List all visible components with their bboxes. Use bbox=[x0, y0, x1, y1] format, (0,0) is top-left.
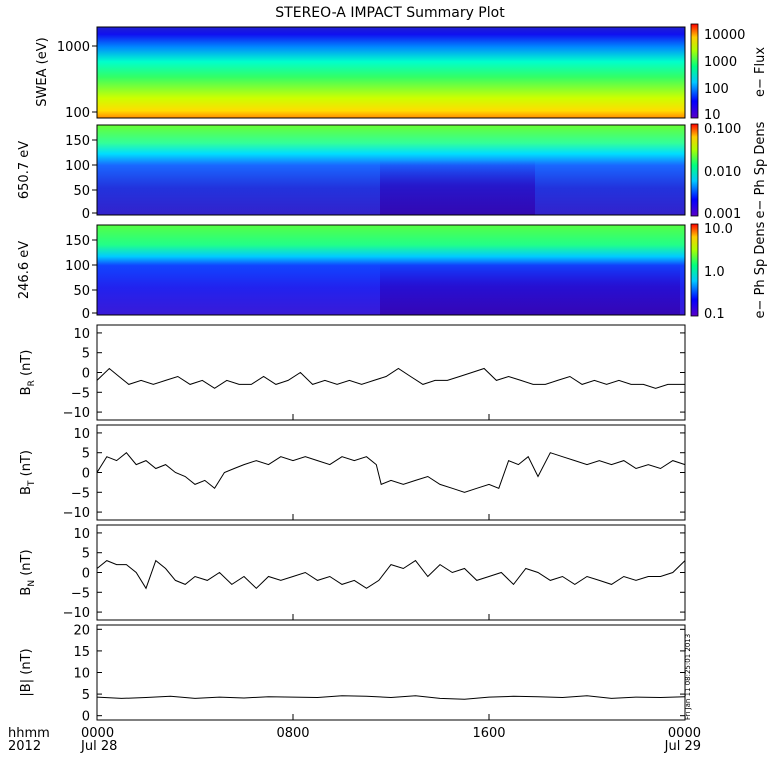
line-panel-0: 10 5 0 −5 −10 BR (nT) bbox=[19, 324, 686, 421]
pa-246-ytick-50: 50 bbox=[73, 284, 90, 299]
xtick-label-hhmm: 0000 bbox=[668, 726, 701, 741]
line-panel-frame bbox=[96, 624, 686, 721]
xtick-label-date: Jul 28 bbox=[80, 739, 117, 754]
swea-spectrogram-image bbox=[97, 27, 685, 118]
swea-cb-tick-10000: 10000 bbox=[704, 28, 745, 43]
xtick-label-date: Jul 29 bbox=[664, 739, 701, 754]
series-line bbox=[96, 695, 686, 700]
figure-title: STEREO-A IMPACT Summary Plot bbox=[275, 5, 505, 21]
ytick-label: 5 bbox=[82, 447, 90, 462]
pa-246-cb-tick-10.0: 10.0 bbox=[704, 222, 733, 237]
pa-650-ytick-50: 50 bbox=[73, 184, 90, 199]
line-panel-ylabel: |B| (nT) bbox=[19, 648, 34, 696]
ytick-label: 0 bbox=[82, 467, 90, 482]
pa-246-ytick-150: 150 bbox=[65, 234, 90, 249]
ytick-label: −5 bbox=[71, 386, 90, 401]
line-panel-frame bbox=[96, 424, 686, 521]
pa-650-ytick-150: 150 bbox=[65, 134, 90, 149]
ytick-label: 10 bbox=[73, 327, 90, 342]
pa-650-ytick-0: 0 bbox=[82, 207, 90, 222]
ytick-label: 15 bbox=[73, 645, 90, 660]
pa-650-spectrogram-panel: 150 100 50 0 650.7 eV 0.100 0.010 0.001 … bbox=[17, 121, 768, 222]
swea-cb-label: e− Flux bbox=[753, 47, 768, 97]
swea-cb-tick-1000: 1000 bbox=[704, 55, 737, 70]
series-line bbox=[96, 452, 686, 493]
time-axis-corner-label-hhmm: hhmm bbox=[8, 726, 50, 741]
line-panel-ylabel: BT (nT) bbox=[19, 450, 37, 495]
time-axis-corner-label-year: 2012 bbox=[8, 739, 41, 754]
line-panel-1: 10 5 0 −5 −10 BT (nT) bbox=[19, 424, 686, 521]
ytick-label: −5 bbox=[71, 486, 90, 501]
ytick-label: 10 bbox=[73, 427, 90, 442]
ytick-label: 10 bbox=[73, 667, 90, 682]
pa-650-cb-tick-0.010: 0.010 bbox=[704, 165, 741, 180]
xtick-label-hhmm: 0000 bbox=[81, 726, 114, 741]
ytick-label: 5 bbox=[82, 547, 90, 562]
ytick-label: −10 bbox=[63, 406, 90, 421]
line-panel-frame bbox=[96, 324, 686, 421]
xtick-label-hhmm: 1600 bbox=[472, 726, 505, 741]
pa-246-ylabel: 246.6 eV bbox=[17, 241, 32, 299]
swea-colorbar bbox=[690, 23, 699, 119]
series-line bbox=[96, 559, 686, 590]
pa-246-ytick-0: 0 bbox=[82, 307, 90, 322]
pa-246-spectrogram-panel: 150 100 50 0 246.6 eV 10.0 1.0 0.1 e− Ph… bbox=[17, 221, 768, 322]
ytick-label: 10 bbox=[73, 527, 90, 542]
line-panel-ylabel: BN (nT) bbox=[19, 549, 37, 595]
swea-ylabel: SWEA (eV) bbox=[35, 37, 50, 106]
pa-246-cb-label: e− Ph Sp Dens bbox=[753, 221, 768, 318]
line-panel-frame bbox=[96, 524, 686, 621]
line-panel-2: 10 5 0 −5 −10 BN (nT) bbox=[19, 524, 686, 621]
ytick-label: 0 bbox=[82, 710, 90, 725]
pa-246-ytick-100: 100 bbox=[65, 259, 90, 274]
pa-650-ytick-100: 100 bbox=[65, 159, 90, 174]
pa-246-cb-tick-0.1: 0.1 bbox=[704, 307, 725, 322]
series-line bbox=[96, 367, 685, 389]
xtick-label-hhmm: 0800 bbox=[276, 726, 309, 741]
pa-650-ylabel: 650.7 eV bbox=[17, 141, 32, 199]
magnetic-field-panels: 10 5 0 −5 −10 BR (nT) 10 5 0 −5 −10 BT (nT) 10 5 0 −5 −1… bbox=[19, 324, 686, 725]
ytick-label: −5 bbox=[71, 586, 90, 601]
swea-spectrogram-panel: 1000 100 SWEA (eV) 10000 1000 100 10 e− … bbox=[35, 23, 768, 123]
plot-creation-stamp: Fri Jan 11 08:25:01 2013 bbox=[684, 634, 692, 720]
ytick-label: 0 bbox=[82, 367, 90, 382]
ytick-label: 20 bbox=[73, 623, 90, 638]
pa-246-colorbar bbox=[690, 223, 699, 317]
swea-ytick-1000: 1000 bbox=[57, 40, 90, 55]
pa-650-colorbar bbox=[690, 123, 699, 217]
swea-cb-tick-100: 100 bbox=[704, 82, 729, 97]
swea-ytick-100: 100 bbox=[65, 106, 90, 121]
ytick-label: 0 bbox=[82, 567, 90, 582]
line-panel-3: 20 15 10 5 0 |B| (nT) bbox=[19, 623, 686, 725]
swea-cb-tick-10: 10 bbox=[704, 108, 721, 123]
ytick-label: 5 bbox=[82, 347, 90, 362]
ytick-label: −10 bbox=[63, 506, 90, 521]
ytick-label: 5 bbox=[82, 688, 90, 703]
pa-650-cb-label: e− Ph Sp Dens bbox=[753, 121, 768, 218]
pa-650-cb-tick-0.001: 0.001 bbox=[704, 207, 741, 222]
pa-246-cb-tick-1.0: 1.0 bbox=[704, 265, 725, 280]
ytick-label: −10 bbox=[63, 606, 90, 621]
line-panel-ylabel: BR (nT) bbox=[19, 350, 37, 396]
pa-650-cb-tick-0.100: 0.100 bbox=[704, 122, 741, 137]
